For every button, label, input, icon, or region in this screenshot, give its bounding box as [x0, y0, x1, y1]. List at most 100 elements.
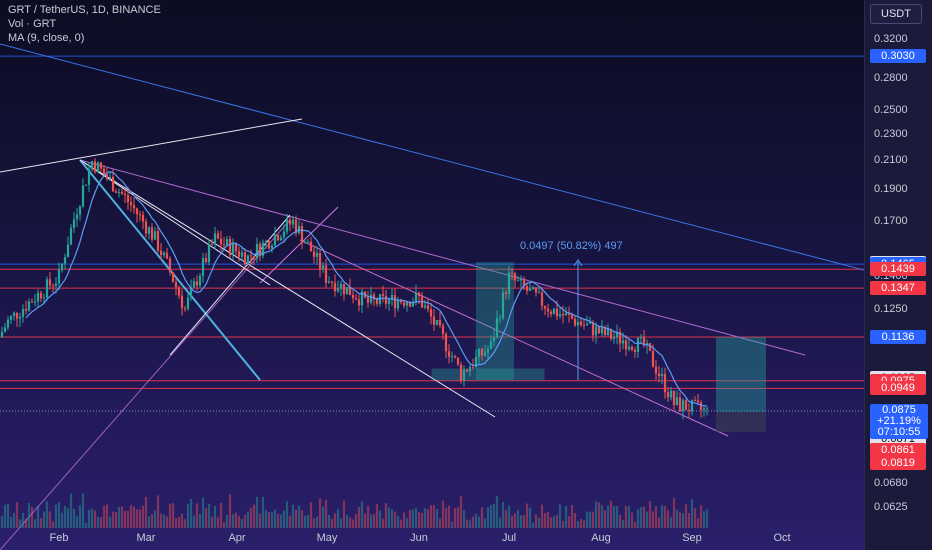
price-level-tag: 0.1439	[870, 262, 926, 277]
volume-bar	[600, 505, 604, 528]
volume-bar	[324, 499, 328, 528]
candle-body	[678, 397, 682, 412]
volume-bar	[675, 509, 679, 528]
price-level-tag: 0.0861	[870, 443, 926, 457]
price-tick-label: 0.1250	[874, 302, 908, 315]
volume-bar	[102, 505, 106, 528]
volume-bar	[141, 505, 145, 528]
volume-bar	[381, 518, 385, 528]
price-tick-label: 0.1700	[874, 214, 908, 227]
candle-body	[489, 341, 493, 349]
volume-bar	[201, 497, 205, 528]
volume-bar	[681, 513, 685, 528]
volume-bar	[315, 516, 319, 528]
volume-bar	[606, 505, 610, 528]
volume-bar	[339, 518, 343, 528]
candle-body	[564, 312, 568, 316]
candle-body	[552, 308, 556, 315]
trendline	[79, 159, 806, 356]
candle-body	[135, 208, 139, 215]
volume-bar	[228, 494, 232, 528]
candle-body	[249, 255, 253, 257]
candle-body	[495, 318, 499, 338]
candle-body	[294, 219, 298, 233]
volume-bar	[369, 514, 373, 528]
volume-bar	[636, 509, 640, 528]
volume-bar	[48, 511, 52, 528]
volume-bar	[705, 509, 709, 528]
candle-body	[474, 356, 478, 367]
candle-body	[621, 340, 625, 344]
candle-body	[183, 308, 187, 310]
candle-body	[45, 279, 49, 298]
candle-body	[180, 295, 184, 309]
candle-body	[585, 323, 589, 326]
volume-bar	[138, 509, 142, 528]
symbol-legend[interactable]: GRT / TetherUS, 1D, BINANCE	[8, 4, 161, 16]
volume-bar	[300, 510, 304, 528]
volume-bar	[510, 515, 514, 528]
candle-body	[33, 301, 37, 303]
price-tick-label: 0.3200	[874, 33, 908, 46]
chart-area[interactable]	[0, 0, 864, 550]
candle-body	[282, 231, 286, 238]
volume-bar	[288, 515, 292, 528]
candle-body	[177, 287, 181, 296]
candle-body	[438, 320, 442, 326]
volume-bar	[237, 515, 241, 528]
volume-bar	[111, 511, 115, 528]
volume-bar	[669, 517, 673, 528]
volume-bar	[420, 512, 424, 528]
candle-body	[165, 252, 169, 259]
volume-bar	[219, 503, 223, 528]
volume-bar	[279, 514, 283, 528]
position-box	[716, 337, 766, 412]
volume-bar	[60, 512, 64, 528]
candle-body	[60, 263, 64, 270]
candle-body	[549, 311, 553, 315]
time-axis-label: Mar	[136, 532, 156, 544]
volume-bar	[363, 513, 367, 528]
volume-bar	[306, 514, 310, 528]
candle-body	[453, 356, 457, 358]
measure-label: 0.0497 (50.82%) 497	[520, 240, 623, 252]
candle-body	[246, 255, 250, 265]
candle-body	[276, 234, 280, 241]
volume-bar	[120, 506, 124, 528]
volume-bar	[255, 496, 259, 528]
volume-bar	[318, 498, 322, 528]
currency-button[interactable]: USDT	[870, 4, 922, 24]
volume-bar	[678, 512, 682, 528]
volume-bar	[231, 514, 235, 528]
candle-body	[120, 191, 124, 194]
trendline	[79, 159, 271, 286]
candle-body	[657, 373, 661, 377]
volume-bar	[687, 513, 691, 528]
volume-bar	[132, 506, 136, 528]
volume-bar	[351, 519, 355, 528]
trendline	[0, 118, 303, 173]
price-level-tag: 0.1347	[870, 281, 926, 296]
candle-body	[6, 319, 10, 328]
volume-bar	[243, 514, 247, 528]
volume-bar	[573, 513, 577, 528]
candle-body	[591, 322, 595, 336]
candle-body	[588, 322, 592, 324]
candle-body	[537, 292, 541, 294]
ma-legend[interactable]: MA (9, close, 0)	[8, 32, 85, 44]
candle-body	[369, 294, 373, 303]
volume-legend[interactable]: Vol · GRT	[8, 18, 57, 30]
candle-body	[273, 234, 277, 246]
volume-bar	[564, 506, 568, 528]
candle-body	[642, 337, 646, 346]
volume-bar	[12, 512, 16, 528]
chart-canvas[interactable]	[0, 0, 864, 550]
candle-body	[606, 328, 610, 336]
candle-body	[447, 351, 451, 357]
volume-bar	[372, 514, 376, 528]
candle-body	[669, 390, 673, 398]
candle-body	[186, 297, 190, 309]
candle-body	[660, 373, 664, 377]
position-box	[431, 368, 545, 381]
candle-body	[198, 275, 202, 286]
